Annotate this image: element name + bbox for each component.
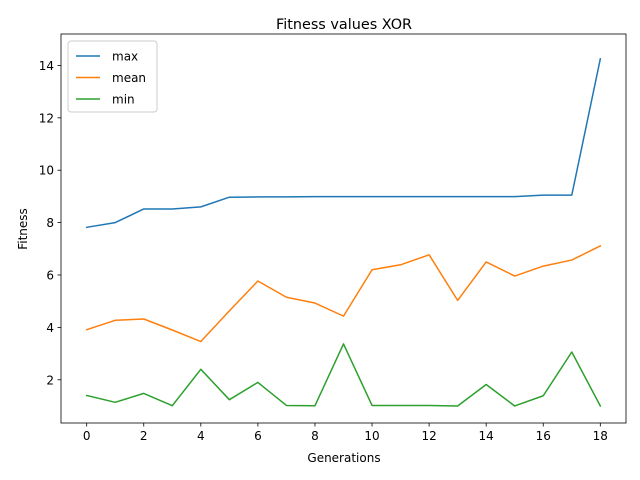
x-axis: 0 2 4 6 8 10 12 14 16 18 [83, 423, 608, 443]
y-tick-label: 12 [39, 111, 54, 125]
series-line-min [85, 343, 602, 407]
y-tick-label: 4 [46, 321, 54, 335]
x-tick-label: 2 [140, 429, 148, 443]
x-tick-label: 16 [536, 429, 551, 443]
axes-layer [60, 33, 627, 424]
x-tick-label: 10 [364, 429, 379, 443]
series-line-max [85, 58, 602, 229]
legend-box [67, 40, 158, 113]
legend-label-max: max [112, 50, 138, 64]
y-tick-label: 14 [39, 59, 54, 73]
legend-label-min: min [112, 93, 135, 107]
legend: max mean min [67, 40, 158, 113]
series-line-mean [85, 244, 602, 343]
y-tick-label: 2 [46, 373, 54, 387]
y-tick-label: 10 [39, 164, 54, 178]
x-tick-label: 0 [83, 429, 91, 443]
legend-label-mean: mean [112, 71, 146, 85]
y-tick-label: 8 [46, 216, 54, 230]
x-tick-label: 14 [479, 429, 494, 443]
chart-title: Fitness values XOR [276, 17, 412, 33]
x-tick-label: 6 [254, 429, 262, 443]
series-layer [85, 58, 602, 407]
y-tick-label: 6 [46, 268, 54, 282]
x-tick-label: 4 [197, 429, 205, 443]
x-tick-label: 18 [593, 429, 608, 443]
plot-frame [60, 33, 627, 424]
y-axis: 2 4 6 8 10 12 14 [39, 59, 61, 387]
x-axis-label: Generations [307, 451, 380, 465]
x-tick-label: 8 [311, 429, 319, 443]
x-tick-label: 12 [421, 429, 436, 443]
y-axis-label: Fitness [16, 208, 30, 250]
